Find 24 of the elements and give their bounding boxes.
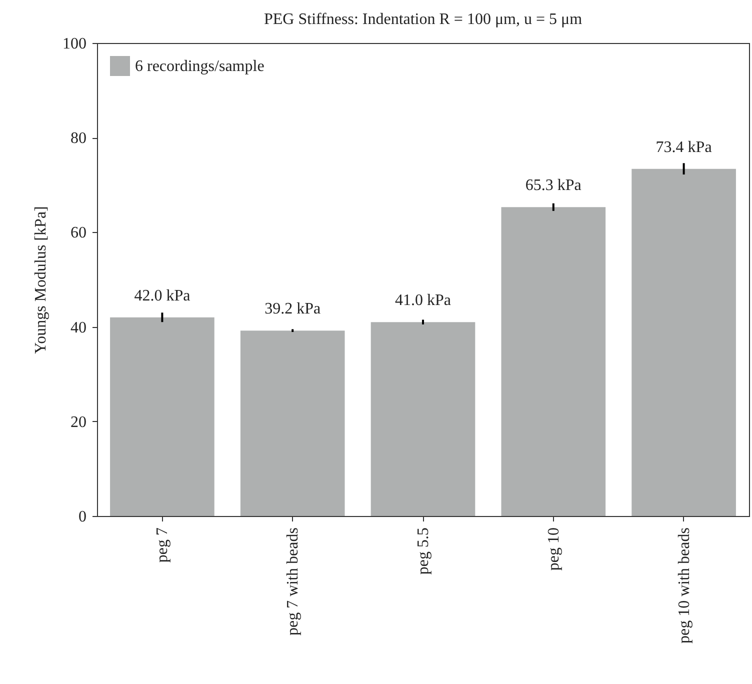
bar xyxy=(110,317,214,516)
data-label: 65.3 kPa xyxy=(525,177,582,194)
y-tick-label: 20 xyxy=(70,414,86,431)
x-tick-label: peg 10 with beads xyxy=(676,528,693,644)
x-tick-label: peg 5.5 xyxy=(415,528,432,575)
bar xyxy=(501,207,606,516)
y-axis-title: Youngs Modulus [kPa] xyxy=(32,206,50,354)
bar xyxy=(632,168,736,516)
x-tick-label: peg 10 xyxy=(545,528,562,571)
chart-title: PEG Stiffness: Indentation R = 100 μm, u = 5 μm xyxy=(264,11,583,28)
x-tick-label: peg 7 xyxy=(154,528,172,563)
legend-label: 6 recordings/sample xyxy=(135,58,264,75)
bar xyxy=(370,322,476,516)
data-label: 42.0 kPa xyxy=(134,287,190,304)
y-tick-label: 40 xyxy=(70,319,86,336)
y-tick-label: 0 xyxy=(78,508,86,526)
data-label: 41.0 kPa xyxy=(395,292,451,310)
data-label: 73.4 kPa xyxy=(656,138,712,156)
y-tick-label: 80 xyxy=(70,130,86,148)
y-tick-label: 60 xyxy=(70,224,86,242)
y-tick-label: 100 xyxy=(62,36,86,52)
x-tick-label: peg 7 with beads xyxy=(284,528,302,636)
bar xyxy=(240,330,345,516)
data-label: 39.2 kPa xyxy=(264,300,321,318)
